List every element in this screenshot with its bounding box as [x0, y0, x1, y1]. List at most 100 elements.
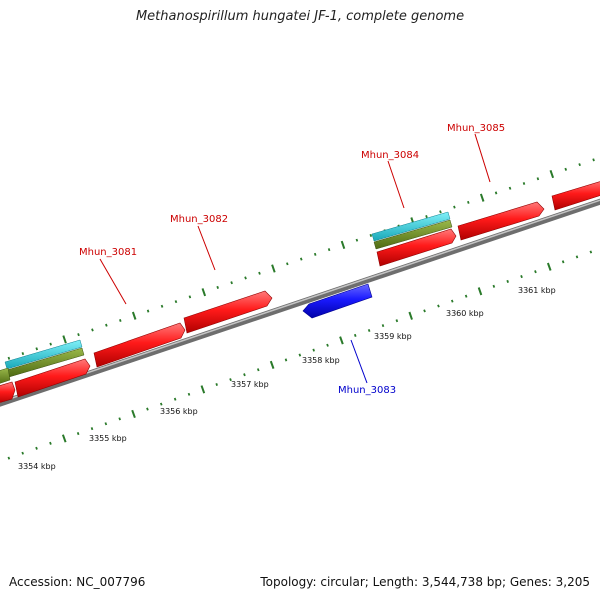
scale-track-minor-tick — [381, 324, 385, 328]
forward-track-minor-tick — [49, 342, 52, 346]
forward-track-minor-tick — [453, 205, 456, 209]
forward-track-minor-tick — [119, 319, 122, 322]
scale-track-minor-tick — [506, 279, 509, 283]
scale-track-minor-tick — [367, 328, 371, 333]
scale-label-3354: 3354 kbp — [18, 462, 56, 471]
cyan-feature-left[interactable] — [4, 339, 83, 370]
gene-arrow-1[interactable] — [14, 358, 91, 398]
scale-track-minor-tick — [173, 397, 177, 401]
gene-label-mhun-3082[interactable]: Mhun_3082 — [170, 214, 228, 225]
forward-track-minor-tick — [230, 281, 233, 285]
forward-track-minor-tick — [77, 333, 80, 337]
forward-track-minor-tick — [327, 248, 331, 252]
leader-mhun-3081 — [99, 258, 127, 305]
leader-mhun-3083 — [350, 339, 368, 384]
forward-track-minor-tick — [313, 252, 317, 256]
scale-track-minor-tick — [243, 373, 246, 377]
forward-track-minor-tick — [286, 262, 289, 266]
gene-label-mhun-3081[interactable]: Mhun_3081 — [79, 247, 137, 258]
backbone — [0, 198, 600, 407]
forward-track-minor-tick — [105, 323, 108, 327]
feature-tracks — [0, 211, 453, 385]
scale-track-minor-tick — [437, 304, 440, 308]
scale-track-minor-tick — [21, 451, 24, 455]
forward-track-minor-tick — [91, 328, 94, 332]
forward-track-minor-tick — [578, 163, 581, 167]
olive-feature-edge[interactable] — [0, 367, 11, 385]
scale-track-minor-tick — [423, 309, 426, 313]
scale-track-minor-tick — [575, 255, 579, 259]
scale-track-minor-tick — [159, 402, 163, 406]
scale-labels: 3354 kbp 3355 kbp 3356 kbp 3357 kbp 3358… — [18, 286, 556, 471]
scale-label-3355: 3355 kbp — [89, 434, 127, 443]
forward-track-major-tick — [479, 193, 485, 202]
forward-track-minor-tick — [467, 200, 470, 204]
gene-label-mhun-3085[interactable]: Mhun_3085 — [447, 123, 505, 134]
forward-track-minor-tick — [146, 309, 150, 313]
gene-arrow-mhun-3084[interactable] — [376, 228, 457, 267]
scale-track-minor-tick — [284, 358, 288, 362]
gene-labels: Mhun_3081 Mhun_3082 Mhun_3083 Mhun_3084 … — [79, 123, 505, 396]
backbone-highlight — [0, 199, 600, 403]
scale-label-3359: 3359 kbp — [374, 332, 412, 341]
forward-track-minor-tick — [21, 351, 25, 356]
scale-track-minor-tick — [450, 299, 454, 303]
scale-track-minor-tick — [7, 456, 11, 460]
scale-track-minor-tick — [35, 446, 38, 450]
scale-track-minor-tick — [187, 392, 191, 396]
gene-arrow-partial-right[interactable] — [551, 180, 600, 211]
scale-label-3360: 3360 kbp — [446, 309, 484, 318]
forward-genes — [0, 180, 600, 404]
forward-track-minor-tick — [174, 300, 178, 304]
scale-track-minor-tick — [534, 270, 537, 274]
scale-track-minor-tick — [395, 319, 399, 323]
gene-label-mhun-3083[interactable]: Mhun_3083 — [338, 385, 396, 396]
gene-arrow-mhun-3082[interactable] — [183, 290, 273, 334]
scale-track-major-tick — [131, 409, 136, 419]
gene-label-mhun-3084[interactable]: Mhun_3084 — [361, 150, 419, 161]
scale-track-minor-tick — [353, 333, 357, 338]
gene-arrow-mhun-3081[interactable] — [93, 322, 186, 368]
scale-track-major-tick — [546, 262, 552, 271]
cyan-feature-right[interactable] — [371, 211, 451, 242]
forward-track-minor-tick — [592, 158, 595, 162]
scale-track-major-tick — [477, 287, 483, 296]
scale-track-minor-tick — [312, 348, 315, 352]
scale-track-minor-tick — [104, 422, 108, 426]
forward-track-minor-tick — [299, 257, 303, 261]
scale-label-3356: 3356 kbp — [160, 407, 198, 416]
scale-tick-track — [7, 250, 593, 460]
leader-mhun-3085 — [474, 133, 491, 183]
gene-arrow-partial-left[interactable] — [0, 381, 16, 404]
forward-track-major-tick — [62, 335, 67, 344]
forward-track-minor-tick — [7, 356, 11, 360]
scale-track-minor-tick — [520, 274, 523, 279]
map-title: Methanospirillum hungatei JF-1, complete… — [135, 9, 465, 24]
scale-track-minor-tick — [118, 417, 121, 421]
scale-track-minor-tick — [215, 383, 218, 386]
scale-label-3357: 3357 kbp — [231, 380, 269, 389]
forward-track-minor-tick — [536, 177, 540, 181]
forward-track-minor-tick — [35, 347, 39, 351]
scale-track-major-tick — [408, 311, 413, 320]
forward-track-major-tick — [271, 264, 276, 273]
gene-arrow-mhun-3085[interactable] — [457, 201, 545, 241]
scale-label-3361: 3361 kbp — [518, 286, 556, 295]
forward-track-minor-tick — [425, 215, 428, 219]
gene-arrow-mhun-3083[interactable] — [302, 283, 373, 319]
leader-mhun-3082 — [197, 225, 216, 271]
forward-track-major-tick — [201, 288, 207, 297]
scale-track-minor-tick — [464, 294, 468, 298]
scale-track-major-tick — [339, 336, 344, 345]
genome-summary-text: Topology: circular; Length: 3,544,738 bp… — [260, 575, 590, 589]
scale-track-minor-tick — [492, 284, 496, 288]
forward-track-major-tick — [340, 240, 346, 250]
forward-track-minor-tick — [258, 271, 261, 275]
forward-track-minor-tick — [369, 233, 373, 238]
olive-feature-right[interactable] — [373, 219, 453, 250]
forward-track-minor-tick — [508, 186, 512, 190]
scale-label-3358: 3358 kbp — [302, 356, 340, 365]
scale-track-minor-tick — [256, 368, 260, 372]
forward-track-major-tick — [549, 169, 555, 179]
